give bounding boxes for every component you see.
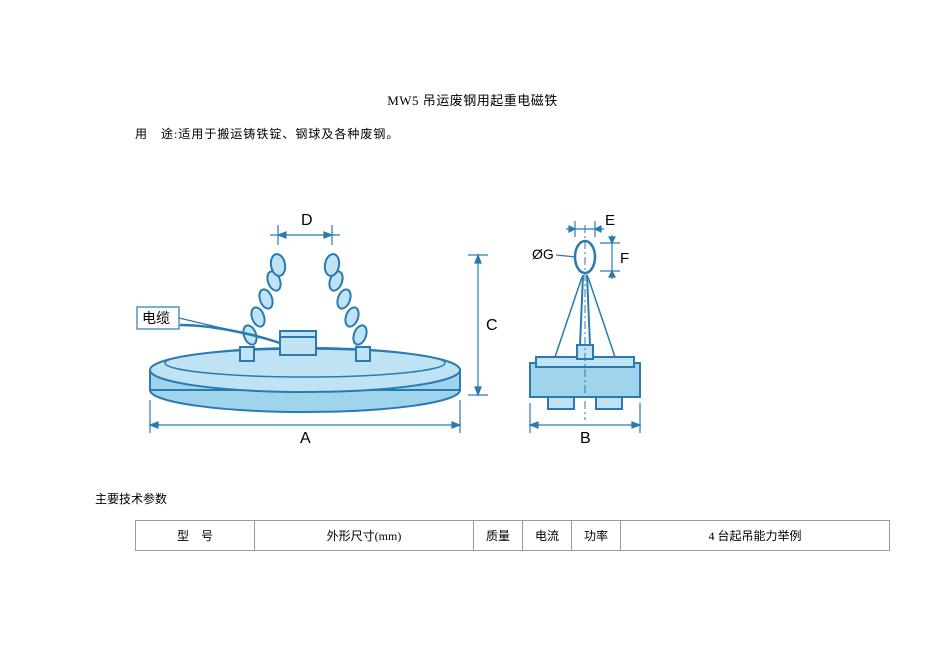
cable-label: 电缆 <box>142 311 170 327</box>
col-power: 功率 <box>572 521 621 551</box>
col-mass: 质量 <box>474 521 523 551</box>
usage-label: 用 途: <box>135 127 178 141</box>
usage-line: 用 途:适用于搬运铸铁锭、钢球及各种废钢。 <box>135 125 399 142</box>
col-current: 电流 <box>523 521 572 551</box>
dim-E-label: E <box>605 212 615 229</box>
spec-table: 型 号 外形尺寸(mm) 质量 电流 功率 4 台起吊能力举例 <box>135 520 890 551</box>
technical-diagram: D C A <box>130 185 660 459</box>
diagram-svg: D C A <box>130 185 660 455</box>
front-view: D C A <box>137 212 498 447</box>
params-heading: 主要技术参数 <box>95 490 167 507</box>
col-capacity: 4 台起吊能力举例 <box>621 521 890 551</box>
side-view: E ØG F <box>530 212 640 447</box>
dim-B-label: B <box>580 430 591 447</box>
dim-G-label: ØG <box>532 246 554 262</box>
col-model: 型 号 <box>136 521 255 551</box>
dim-A-label: A <box>300 430 311 447</box>
usage-text: 适用于搬运铸铁锭、钢球及各种废钢。 <box>178 127 399 141</box>
table-header-row: 型 号 外形尺寸(mm) 质量 电流 功率 4 台起吊能力举例 <box>136 521 890 551</box>
page-title: MW5 吊运废钢用起重电磁铁 <box>0 90 945 109</box>
dim-C-label: C <box>486 317 498 334</box>
col-dims: 外形尺寸(mm) <box>255 521 474 551</box>
dim-D-label: D <box>301 212 313 229</box>
dim-F-label: F <box>620 250 629 267</box>
